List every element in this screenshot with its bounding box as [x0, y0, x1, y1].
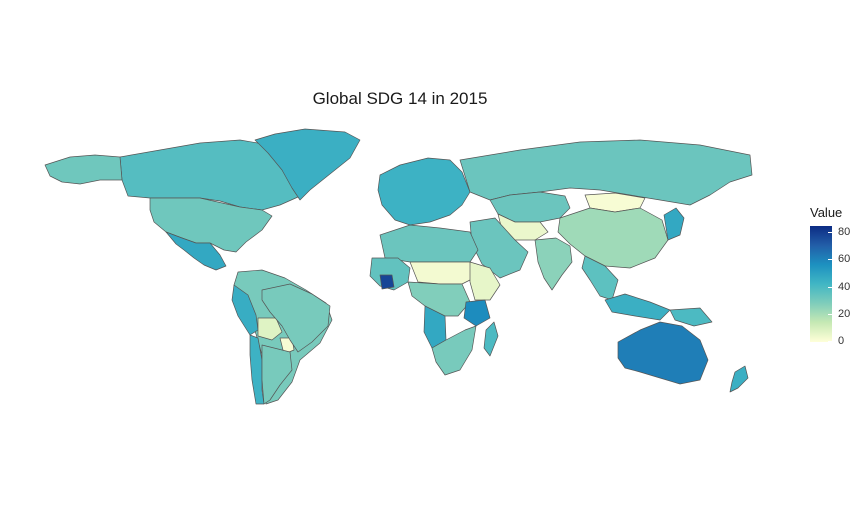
region-bolivia: [257, 317, 283, 341]
map-title: Global SDG 14 in 2015: [312, 89, 488, 108]
legend-colorbar: [810, 226, 832, 342]
region-central-africa: [407, 281, 471, 317]
legend-title: Value: [810, 205, 843, 220]
region-east-africa: [469, 261, 501, 301]
region-india: [534, 237, 573, 291]
region-argentina: [261, 344, 293, 405]
legend-tick-label: 0: [838, 335, 845, 347]
region-sahel: [409, 261, 481, 285]
region-peru: [231, 284, 259, 336]
region-new-zealand: [729, 365, 749, 393]
region-brazil: [261, 283, 331, 353]
legend-tick-label: 80: [838, 226, 851, 238]
region-china: [557, 207, 669, 269]
legend-tick-label: 40: [838, 281, 851, 293]
legend-tickmark: [828, 341, 832, 342]
region-southern-africa: [431, 325, 477, 376]
legend-tick-label: 20: [838, 308, 851, 320]
legend-tickmark: [828, 232, 832, 233]
region-west-africa: [369, 257, 411, 291]
region-papua-new-guinea: [669, 307, 713, 327]
region-southeast-asia: [581, 255, 619, 301]
legend-tickmark: [828, 259, 832, 260]
region-madagascar: [483, 321, 499, 357]
region-north-africa: [379, 224, 479, 263]
region-tanzania: [463, 299, 491, 327]
region-alaska: [44, 154, 123, 185]
region-mexico: [165, 231, 227, 271]
region-indonesia: [604, 293, 671, 321]
legend-tickmark: [828, 314, 832, 315]
region-united-states: [149, 197, 273, 253]
legend-tick-label: 60: [838, 253, 851, 265]
region-paraguay: [279, 337, 295, 355]
region-australia: [617, 321, 709, 385]
region-japan: [663, 207, 685, 241]
region-canada: [119, 139, 311, 211]
region-ivory-coast: [379, 274, 395, 290]
legend-tickmark: [828, 287, 832, 288]
region-greenland: [254, 128, 361, 201]
region-europe: [377, 157, 471, 226]
